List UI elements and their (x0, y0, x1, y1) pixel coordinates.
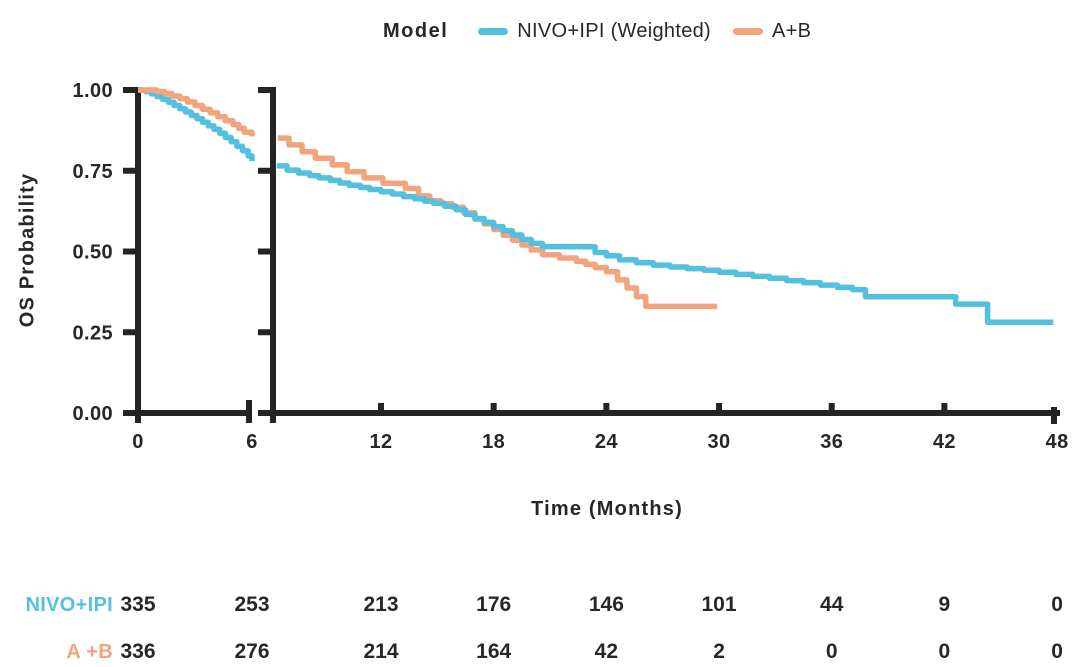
risk-count: 214 (363, 640, 399, 663)
risk-count: 0 (825, 640, 838, 663)
legend-item-a-plus-b-label: A+B (772, 20, 812, 42)
risk-row-nivo-ipi: NIVO+IPI 335 253 213 176 146 101 44 9 0 (0, 592, 1080, 618)
x-tick (490, 403, 497, 411)
a-plus-b-curve-right-panel (277, 135, 718, 310)
legend-item-a-plus-b: A+B (733, 20, 811, 43)
risk-count: 253 (234, 593, 270, 616)
x-tick-label: 48 (1046, 431, 1069, 453)
x-tick (828, 403, 835, 411)
risk-count: 2 (713, 640, 725, 663)
x-tick (378, 403, 384, 411)
x-tick-label: 30 (708, 431, 731, 453)
x-tick (716, 403, 723, 411)
x-axis-title: Time (Months) (531, 498, 683, 520)
legend-item-nivo-ipi: NIVO+IPI (Weighted) (478, 20, 711, 43)
a-plus-b-curve-left-panel (138, 87, 255, 137)
a-plus-b-line-swatch-icon (733, 28, 764, 35)
y-tick-label: 0.25 (72, 322, 113, 344)
risk-count: 176 (476, 593, 512, 616)
x-tick (603, 403, 610, 411)
risk-count: 276 (234, 640, 270, 663)
y-tick-label: 0.00 (72, 403, 113, 425)
y-tick-right-panel (258, 167, 270, 174)
x-tick-label: 18 (482, 431, 505, 453)
nivo-ipi-curve-left-panel (138, 87, 255, 162)
legend-title: Model (383, 20, 449, 42)
right-panel-x-axis (270, 410, 1060, 416)
y-tick-right-panel (258, 87, 270, 93)
x-tick-label: 24 (595, 431, 619, 453)
y-tick (123, 87, 135, 93)
x-tick-label: 12 (369, 431, 392, 453)
y-tick-label: 0.75 (72, 161, 113, 183)
y-tick (123, 329, 135, 336)
survival-plot: 1.00 0.75 0.50 0.25 0.00 0 6 12 18 24 30 36 42 48 (72, 80, 1069, 453)
left-panel-x-axis-end-cap (246, 400, 252, 423)
y-tick (123, 167, 135, 174)
right-panel-x-axis-end-cap (1051, 407, 1057, 424)
risk-count: 101 (701, 593, 737, 616)
y-tick-label: 0.50 (72, 242, 113, 264)
x-tick-label: 36 (820, 431, 843, 453)
y-tick-right-panel (258, 329, 270, 336)
risk-count: 146 (588, 593, 624, 616)
left-panel-y-axis (135, 87, 141, 423)
x-tick-label: 42 (933, 431, 956, 453)
risk-count: 44 (820, 593, 844, 616)
legend-item-nivo-ipi-label: NIVO+IPI (Weighted) (517, 20, 712, 42)
risk-count: 9 (938, 593, 951, 616)
y-tick (123, 410, 135, 416)
right-panel-y-axis (270, 87, 276, 423)
risk-count: 164 (476, 640, 512, 663)
nivo-ipi-curve-right-panel (276, 163, 1054, 325)
nivo-ipi-line-swatch-icon (478, 28, 509, 35)
y-tick-right-panel (258, 248, 270, 255)
risk-count: 0 (1051, 640, 1063, 663)
y-tick (123, 248, 135, 255)
risk-count: 42 (594, 640, 619, 663)
x-tick-label: 0 (132, 431, 144, 453)
risk-row-label-a-plus-b: A +B (66, 641, 113, 663)
risk-count: 0 (1051, 593, 1063, 616)
risk-count: 213 (363, 593, 399, 616)
legend: Model NIVO+IPI (Weighted) A+B (383, 20, 833, 43)
risk-count: 0 (938, 640, 951, 663)
y-tick-right-panel (258, 410, 270, 416)
left-panel-x-axis (135, 410, 252, 416)
risk-row-label-nivo-ipi: NIVO+IPI (25, 594, 113, 616)
risk-count: 335 (120, 593, 156, 616)
x-tick (941, 403, 948, 411)
risk-count: 336 (120, 640, 156, 663)
y-tick-label: 1.00 (72, 80, 113, 102)
x-tick-label: 6 (246, 431, 258, 453)
risk-row-a-plus-b: A +B 336 276 214 164 42 2 0 0 0 (0, 639, 1080, 665)
